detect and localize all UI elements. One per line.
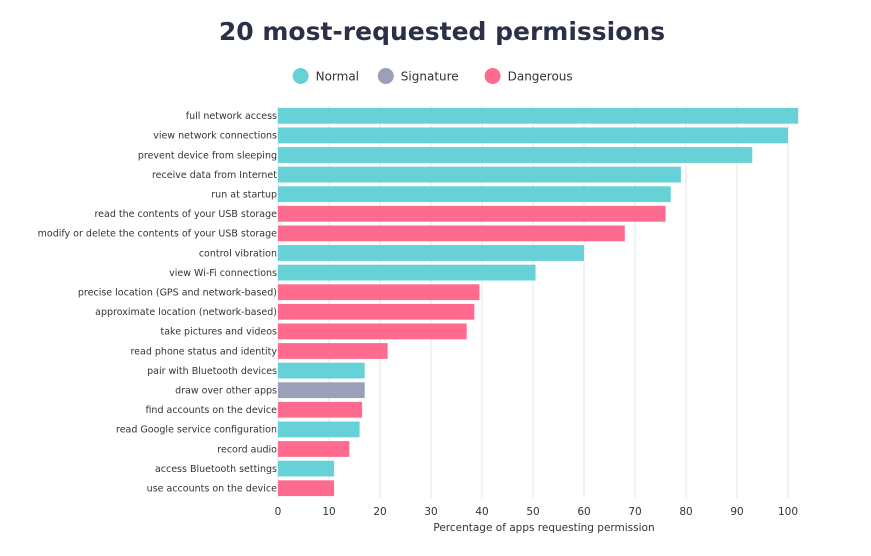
x-tick-label: 100	[778, 506, 798, 518]
category-label: receive data from Internet	[152, 170, 277, 181]
x-tick-label: 60	[577, 506, 590, 518]
category-label: full network access	[186, 111, 277, 122]
category-label: view Wi-Fi connections	[169, 268, 277, 279]
chart-title: 20 most-requested permissions	[219, 17, 665, 46]
bar	[278, 127, 788, 144]
bar	[278, 245, 584, 261]
category-label: control vibration	[199, 248, 277, 259]
category-label: precise location (GPS and network-based)	[78, 288, 277, 299]
bar	[278, 441, 350, 457]
x-tick-label: 70	[628, 506, 641, 518]
gridlines	[277, 106, 789, 498]
legend-label-dangerous: Dangerous	[508, 70, 573, 84]
legend-label-normal: Normal	[316, 70, 359, 84]
bar	[278, 147, 753, 163]
x-tick-label: 10	[322, 506, 335, 518]
category-label: view network connections	[153, 131, 277, 142]
bar	[278, 343, 388, 359]
category-label: prevent device from sleeping	[138, 150, 277, 161]
category-label: record audio	[217, 444, 277, 455]
bar	[278, 421, 360, 438]
bars	[278, 107, 799, 497]
bar	[278, 480, 335, 497]
x-axis-ticks: 0 10 20 30 40 50 60 70 80 90 100	[275, 506, 798, 518]
legend-swatch-dangerous	[484, 68, 501, 84]
category-label: approximate location (network-based)	[95, 307, 277, 318]
bar	[278, 382, 365, 399]
legend-swatch-signature	[377, 68, 394, 84]
x-axis-title: Percentage of apps requesting permission	[433, 522, 654, 534]
bar	[278, 166, 681, 183]
bar	[278, 225, 625, 242]
bar	[278, 460, 335, 477]
x-tick-label: 50	[526, 506, 539, 518]
bar	[278, 303, 475, 320]
x-tick-label: 40	[475, 506, 488, 518]
x-tick-label: 20	[373, 506, 386, 518]
bar	[278, 186, 671, 203]
bar	[278, 205, 666, 222]
category-label: modify or delete the contents of your US…	[38, 229, 278, 240]
category-label: run at startup	[211, 190, 277, 201]
category-label: draw over other apps	[175, 386, 277, 397]
category-label: read the contents of your USB storage	[94, 209, 277, 220]
x-tick-label: 90	[730, 506, 743, 518]
legend-swatch-normal	[292, 68, 309, 84]
category-label: take pictures and videos	[160, 327, 277, 338]
bar	[278, 362, 365, 379]
bar	[278, 107, 799, 124]
category-label: read phone status and identity	[130, 346, 277, 357]
bar	[278, 401, 363, 418]
legend: Normal Signature Dangerous	[292, 68, 573, 84]
category-label: access Bluetooth settings	[155, 464, 277, 475]
category-label: pair with Bluetooth devices	[147, 366, 277, 377]
x-tick-label: 30	[424, 506, 437, 518]
bar	[278, 284, 480, 301]
x-tick-label: 80	[679, 506, 692, 518]
category-label: use accounts on the device	[147, 484, 277, 495]
x-tick-label: 0	[275, 506, 282, 518]
category-label: find accounts on the device	[145, 405, 277, 416]
bar	[278, 323, 467, 340]
category-label: read Google service configuration	[116, 425, 277, 436]
bar	[278, 264, 536, 281]
legend-label-signature: Signature	[401, 70, 459, 84]
category-labels: full network access view network connecti…	[38, 111, 278, 494]
